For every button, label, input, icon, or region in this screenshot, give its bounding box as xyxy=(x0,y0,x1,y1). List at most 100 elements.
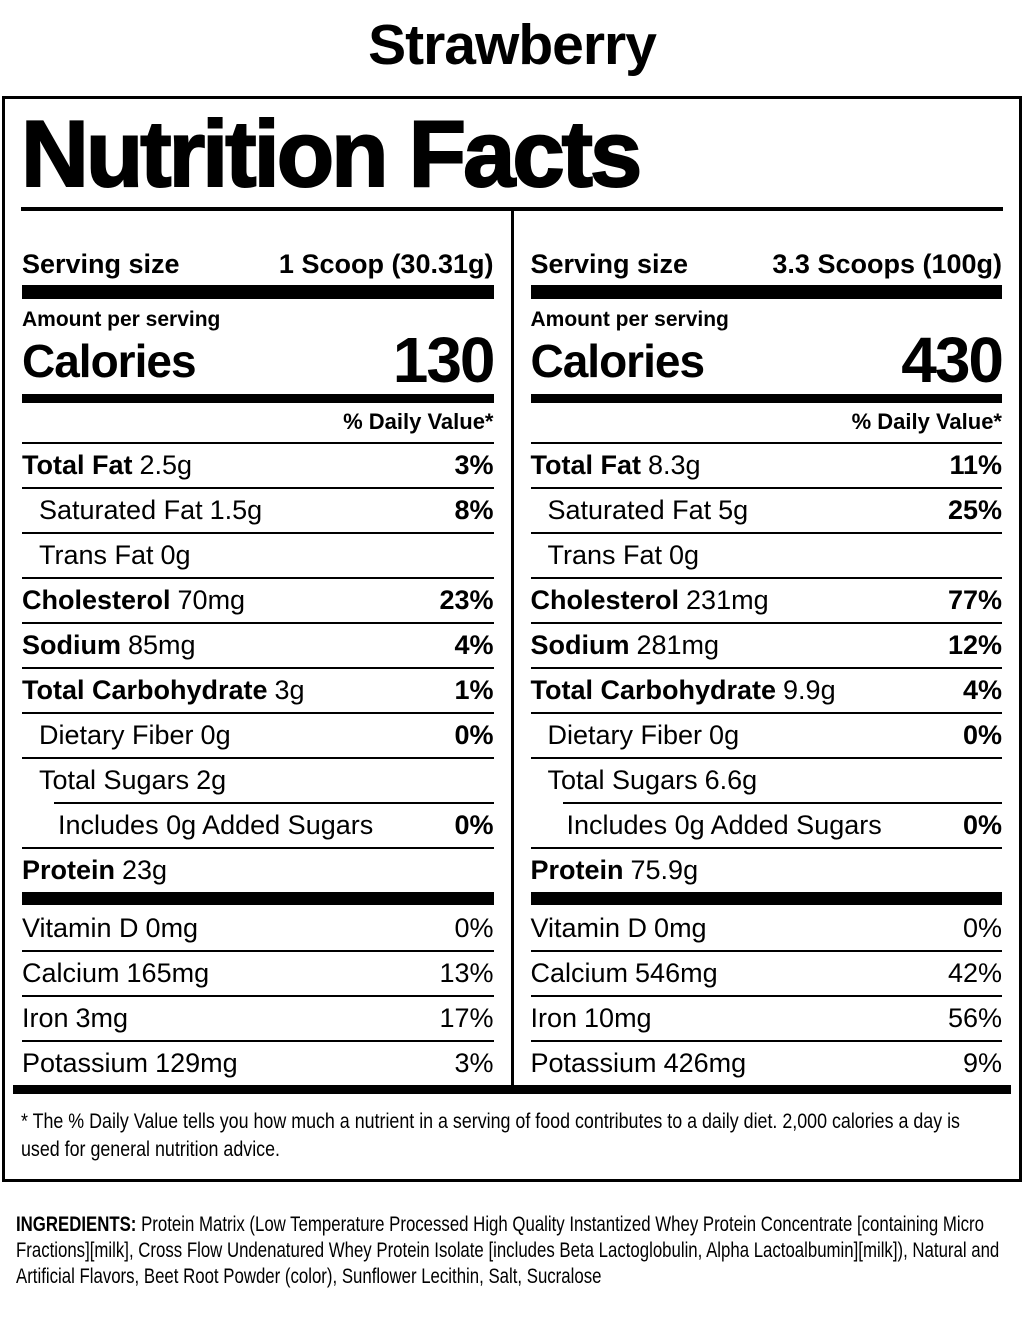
nutrient-amount: 0g xyxy=(709,720,740,750)
nutrient-dv: 0% xyxy=(454,810,494,840)
thick-bar xyxy=(22,892,494,905)
vitamin-dv: 0% xyxy=(454,913,494,943)
nutrient-dv: 77% xyxy=(947,585,1002,615)
nutrient-name: Protein xyxy=(22,855,116,885)
column-per-scoop: Serving size 1 Scoop (30.31g) Amount per… xyxy=(5,211,511,1085)
nutrient-dv: 25% xyxy=(947,495,1002,525)
nutrient-amount: 70mg xyxy=(177,585,246,615)
vitamin-amount: 546mg xyxy=(635,958,718,988)
vitamin-name: Iron xyxy=(530,1003,578,1033)
nutrient-row-total-carbohydrate: Total Carbohydrate 3g 1% xyxy=(22,667,494,712)
vitamin-name: Calcium xyxy=(530,958,629,988)
calories-label: Calories xyxy=(22,335,197,387)
serving-size-row: Serving size 3.3 Scoops (100g) xyxy=(531,247,1003,281)
nutrient-dv: 8% xyxy=(454,495,494,525)
nutrient-dv: 4% xyxy=(454,630,494,660)
nutrient-name: Protein xyxy=(530,855,624,885)
nutrient-amount: 0g xyxy=(200,720,231,750)
nutrient-row-sodium: Sodium 281mg 12% xyxy=(530,622,1002,667)
medium-bar xyxy=(530,394,1002,403)
thick-bar xyxy=(22,285,494,299)
calories-label: Calories xyxy=(530,335,706,387)
nutrient-amount: 3g xyxy=(274,675,305,705)
nutrient-row-saturated-fat: Saturated Fat 5g 25% xyxy=(530,487,1002,532)
vitamin-row-iron: Iron 10mg 56% xyxy=(530,995,1002,1040)
nutrient-amount: 5g xyxy=(718,495,749,525)
vitamin-amount: 426mg xyxy=(663,1048,747,1078)
nutrient-row-protein: Protein 75.9g xyxy=(530,847,1003,892)
serving-size-row: Serving size 1 Scoop (30.31g) xyxy=(22,247,494,281)
vitamin-row-vitamin-d: Vitamin D 0mg 0% xyxy=(22,905,494,950)
vitamin-amount: 165mg xyxy=(126,958,210,988)
vitamin-rows: Vitamin D 0mg 0% Calcium 165mg 13% Iron 3mg 17… xyxy=(22,905,494,1085)
title-rule xyxy=(21,207,1003,211)
nutrient-dv: 3% xyxy=(454,450,494,480)
nutrient-dv: 0% xyxy=(962,810,1002,840)
nutrient-name: Cholesterol xyxy=(530,585,680,615)
nutrient-dv: 11% xyxy=(949,450,1002,480)
vitamin-amount: 0mg xyxy=(145,913,199,943)
nutrient-name: Sodium xyxy=(530,630,630,660)
vitamin-row-potassium: Potassium 129mg 3% xyxy=(22,1040,494,1085)
vitamin-amount: 10mg xyxy=(584,1003,652,1033)
calories-row: Calories 130 xyxy=(22,324,496,396)
vitamin-rows: Vitamin D 0mg 0% Calcium 546mg 42% Iron 10mg 5… xyxy=(530,905,1003,1085)
vitamin-amount: 129mg xyxy=(155,1048,238,1078)
medium-bar xyxy=(22,394,494,403)
nutrient-name: Trans Fat xyxy=(39,540,154,570)
nutrient-row-cholesterol: Cholesterol 231mg 77% xyxy=(530,577,1002,622)
thick-bar xyxy=(530,892,1002,905)
nutrient-amount: 75.9g xyxy=(630,855,699,885)
amount-per-serving-label: Amount per serving xyxy=(22,308,221,331)
nutrient-amount: 0g xyxy=(160,540,191,570)
serving-size-value: 1 Scoop (30.31g) xyxy=(278,249,494,279)
nutrient-dv: 0% xyxy=(962,720,1002,750)
nutrient-amount: 2.5g xyxy=(139,450,193,480)
vitamin-dv: 9% xyxy=(962,1048,1002,1078)
nutrient-amount: 85mg xyxy=(128,630,196,660)
vitamin-row-potassium: Potassium 426mg 9% xyxy=(530,1040,1002,1085)
serving-size-label: Serving size xyxy=(530,249,689,279)
nutrient-dv: 0% xyxy=(454,720,494,750)
nutrient-row-saturated-fat: Saturated Fat 1.5g 8% xyxy=(22,487,494,532)
nutrient-name: Includes 0g Added Sugars xyxy=(566,810,882,840)
vitamin-name: Calcium xyxy=(22,958,120,988)
nutrient-name: Sodium xyxy=(22,630,121,660)
nutrient-row-sodium: Sodium 85mg 4% xyxy=(22,622,494,667)
nutrient-name: Saturated Fat xyxy=(39,495,203,525)
vitamin-dv: 3% xyxy=(454,1048,494,1078)
nutrient-amount: 281mg xyxy=(636,630,720,660)
nutrient-amount: 6.6g xyxy=(704,765,758,795)
nutrient-row-trans-fat: Trans Fat 0g xyxy=(530,532,1003,577)
nutrient-amount: 2g xyxy=(196,765,227,795)
vitamin-amount: 3mg xyxy=(75,1003,129,1033)
nutrient-rows: Total Fat 8.3g 11% Saturated Fat 5g 25% Tran… xyxy=(530,442,1003,892)
nutrient-name: Includes 0g Added Sugars xyxy=(58,810,374,840)
calories-value: 130 xyxy=(392,324,496,396)
nutrition-facts-title: Nutrition Facts xyxy=(20,101,643,206)
daily-value-header: % Daily Value* xyxy=(343,409,494,434)
nutrient-name: Total Sugars xyxy=(547,765,698,795)
vitamin-amount: 0mg xyxy=(654,913,707,943)
column-per-100g: Serving size 3.3 Scoops (100g) Amount pe… xyxy=(514,211,1020,1085)
calories-value: 430 xyxy=(901,324,1004,396)
nutrient-dv: 23% xyxy=(439,585,494,615)
vitamin-row-vitamin-d: Vitamin D 0mg 0% xyxy=(531,905,1003,950)
thick-bar xyxy=(530,285,1002,299)
nutrient-row-total-fat: Total Fat 8.3g 11% xyxy=(530,442,1002,487)
nutrient-amount: 231mg xyxy=(686,585,769,615)
vitamin-name: Potassium xyxy=(530,1048,657,1078)
calories-row: Calories 430 xyxy=(530,324,1004,396)
nutrient-amount: 9.9g xyxy=(783,675,836,705)
footnote-text: * The % Daily Value tells you how much a… xyxy=(21,1110,960,1161)
vitamin-row-iron: Iron 3mg 17% xyxy=(22,995,494,1040)
vitamin-dv: 42% xyxy=(947,958,1002,988)
nutrient-name: Dietary Fiber xyxy=(39,720,194,750)
vitamin-name: Iron xyxy=(22,1003,69,1033)
serving-size-value: 3.3 Scoops (100g) xyxy=(772,249,1002,279)
vitamin-dv: 56% xyxy=(947,1003,1002,1033)
vitamin-name: Potassium xyxy=(22,1048,149,1078)
nutrient-amount: 1.5g xyxy=(209,495,263,525)
amount-per-serving-label: Amount per serving xyxy=(530,308,729,331)
nutrient-name: Saturated Fat xyxy=(547,495,712,525)
